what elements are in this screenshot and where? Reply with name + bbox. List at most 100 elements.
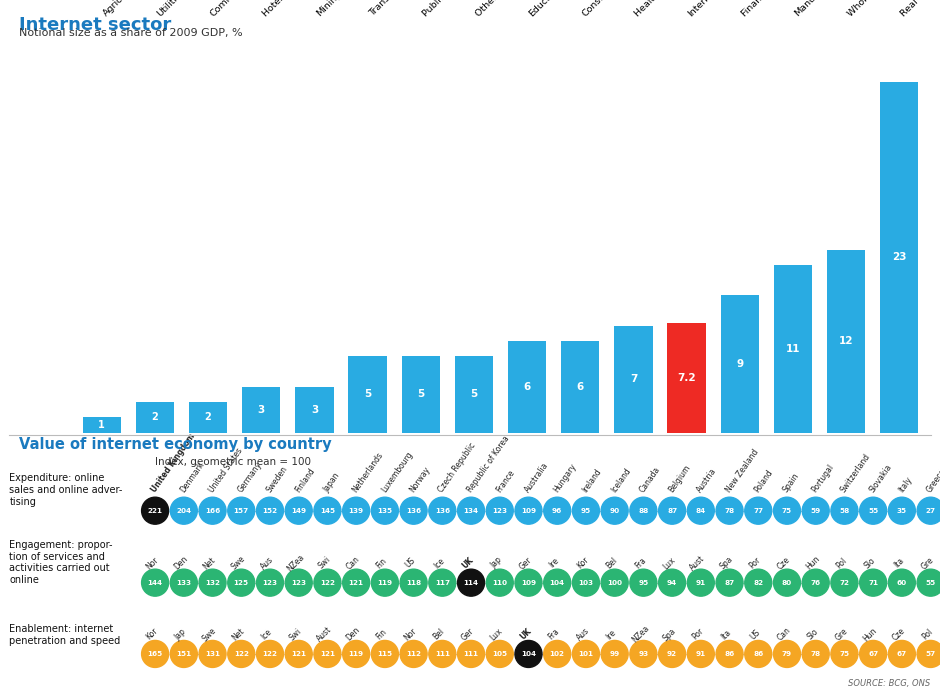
Text: Norway: Norway <box>408 465 432 494</box>
Text: 121: 121 <box>291 651 306 657</box>
Text: 72: 72 <box>839 580 850 585</box>
Text: 60: 60 <box>897 580 907 585</box>
Text: US: US <box>748 628 762 641</box>
Text: Swe: Swe <box>200 626 218 643</box>
Circle shape <box>486 569 513 597</box>
Text: Cze: Cze <box>776 555 791 571</box>
Text: Belgium: Belgium <box>666 464 692 494</box>
Circle shape <box>888 497 916 525</box>
Text: 136: 136 <box>406 508 421 513</box>
Text: 59: 59 <box>810 508 821 513</box>
Text: Italy: Italy <box>897 475 914 494</box>
Text: 82: 82 <box>753 580 763 585</box>
Text: Portugal: Portugal <box>810 463 837 494</box>
Text: Expenditure: online
sales and online adver-
tising: Expenditure: online sales and online adv… <box>9 473 123 507</box>
Text: 110: 110 <box>493 580 508 585</box>
Text: 76: 76 <box>810 580 821 585</box>
Circle shape <box>602 640 628 668</box>
Circle shape <box>199 640 226 668</box>
Circle shape <box>458 497 484 525</box>
Circle shape <box>630 497 657 525</box>
Circle shape <box>774 497 801 525</box>
Bar <box>774 265 812 432</box>
Text: United States: United States <box>207 446 244 494</box>
Text: 91: 91 <box>696 651 706 657</box>
Text: 67: 67 <box>869 651 878 657</box>
Circle shape <box>227 569 255 597</box>
Text: 151: 151 <box>177 651 192 657</box>
Text: Spain: Spain <box>782 471 801 494</box>
Text: 131: 131 <box>205 651 220 657</box>
Circle shape <box>314 497 341 525</box>
Text: 123: 123 <box>262 580 277 585</box>
Text: US: US <box>403 556 417 570</box>
Circle shape <box>630 569 657 597</box>
Text: 121: 121 <box>320 651 335 657</box>
Bar <box>827 250 866 432</box>
Circle shape <box>917 497 940 525</box>
Circle shape <box>888 569 916 597</box>
Text: NZea: NZea <box>285 553 306 574</box>
Circle shape <box>314 569 341 597</box>
Text: 77: 77 <box>753 508 763 513</box>
Circle shape <box>257 497 284 525</box>
Text: Swe: Swe <box>229 554 247 572</box>
Text: 87: 87 <box>725 580 734 585</box>
Text: 100: 100 <box>607 580 622 585</box>
Circle shape <box>687 640 714 668</box>
Text: 79: 79 <box>782 651 792 657</box>
Circle shape <box>285 569 312 597</box>
Text: Por: Por <box>747 556 762 570</box>
Circle shape <box>543 569 571 597</box>
Circle shape <box>400 569 427 597</box>
Text: 2: 2 <box>205 412 212 422</box>
Text: 104: 104 <box>521 651 536 657</box>
Text: Lux: Lux <box>661 555 677 571</box>
Text: Ger: Ger <box>517 555 533 571</box>
Bar <box>83 417 121 432</box>
Bar <box>508 341 546 432</box>
Text: 5: 5 <box>470 390 478 399</box>
Text: 111: 111 <box>435 651 450 657</box>
Text: Aus: Aus <box>258 555 275 571</box>
Text: 115: 115 <box>377 651 392 657</box>
Text: Lux: Lux <box>489 626 505 642</box>
Text: 86: 86 <box>753 651 763 657</box>
Text: 6: 6 <box>576 382 584 392</box>
Text: 5: 5 <box>417 390 425 399</box>
Text: Slo: Slo <box>806 627 820 641</box>
Text: 80: 80 <box>782 580 792 585</box>
Circle shape <box>831 640 858 668</box>
Circle shape <box>917 640 940 668</box>
Text: 149: 149 <box>291 508 306 513</box>
Text: 92: 92 <box>667 651 677 657</box>
Text: 122: 122 <box>234 651 249 657</box>
Text: 122: 122 <box>262 651 277 657</box>
Text: 157: 157 <box>234 508 249 513</box>
Text: 88: 88 <box>638 508 649 513</box>
Text: Slo: Slo <box>863 556 877 570</box>
Text: Kor: Kor <box>575 556 590 571</box>
Text: Enablement: internet
penetration and speed: Enablement: internet penetration and spe… <box>9 624 120 646</box>
Text: Greece: Greece <box>925 467 940 494</box>
Circle shape <box>227 497 255 525</box>
Circle shape <box>400 640 427 668</box>
Text: Republic of Korea: Republic of Korea <box>465 435 511 494</box>
Text: Index, geometric mean = 100: Index, geometric mean = 100 <box>155 457 311 466</box>
Text: 87: 87 <box>667 508 677 513</box>
Text: New Zealand: New Zealand <box>724 448 760 494</box>
Bar <box>615 326 652 432</box>
Text: 75: 75 <box>782 508 792 513</box>
Text: 134: 134 <box>463 508 478 513</box>
Text: 96: 96 <box>552 508 562 513</box>
Text: 55: 55 <box>926 580 935 585</box>
Text: 136: 136 <box>435 508 450 513</box>
Circle shape <box>429 497 456 525</box>
Text: 117: 117 <box>435 580 450 585</box>
Text: 112: 112 <box>406 651 421 657</box>
Text: 7.2: 7.2 <box>678 372 696 383</box>
Circle shape <box>774 569 801 597</box>
Text: Poland: Poland <box>753 468 776 494</box>
Circle shape <box>831 569 858 597</box>
Circle shape <box>429 640 456 668</box>
